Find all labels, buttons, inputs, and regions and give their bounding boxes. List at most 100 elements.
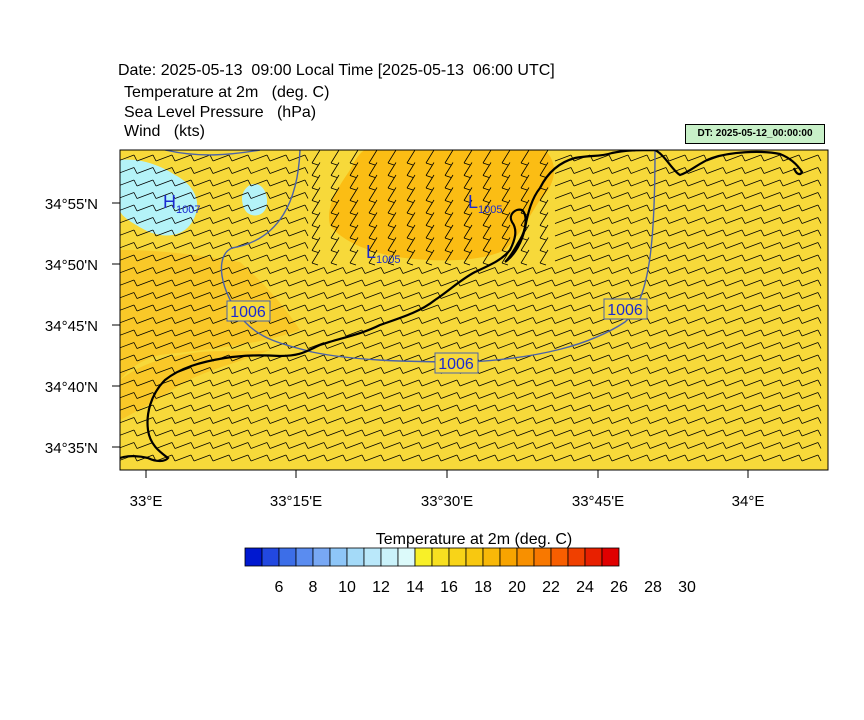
wind-barb	[402, 454, 423, 462]
wind-barb	[326, 429, 347, 437]
wind-barb	[592, 354, 613, 362]
wind-barb	[501, 212, 511, 228]
wind-barb	[155, 229, 176, 237]
wind-barb	[801, 404, 822, 412]
wind-barb	[573, 179, 594, 187]
wind-barb	[307, 329, 328, 337]
colorbar-tick-label: 30	[678, 579, 696, 596]
wind-barb	[193, 429, 214, 437]
wind-barb	[193, 442, 214, 449]
wind-barb	[345, 342, 366, 349]
wind-barb	[330, 150, 340, 166]
wind-barb	[649, 404, 670, 412]
wind-barb	[592, 229, 613, 237]
wind-barb	[425, 174, 435, 191]
wind-barb	[501, 199, 511, 216]
wind-barb	[763, 404, 784, 412]
wind-barb	[231, 179, 252, 187]
wind-barb	[592, 392, 613, 399]
wind-barb	[364, 267, 385, 274]
wind-barb	[782, 292, 803, 299]
wind-barb	[364, 329, 385, 337]
wind-barb	[801, 229, 822, 237]
wind-barb	[535, 417, 556, 424]
wind-barb	[349, 212, 359, 228]
wind-barb	[288, 217, 309, 224]
wind-barb	[520, 249, 530, 266]
wind-barb	[725, 279, 746, 287]
wind-barb	[687, 217, 708, 224]
wind-barb	[440, 392, 461, 399]
wind-barb	[706, 392, 727, 399]
lat-tick-label: 34°50'N	[45, 257, 98, 274]
wind-barb	[212, 192, 233, 199]
wind-barb	[687, 179, 708, 187]
coastline-main	[120, 150, 804, 463]
wind-barb	[193, 154, 214, 162]
wind-barb	[535, 354, 556, 362]
wind-barb	[554, 204, 575, 212]
wind-barb	[174, 429, 195, 437]
wind-barb	[497, 317, 518, 324]
wind-barb	[402, 342, 423, 349]
wind-barb	[231, 329, 252, 337]
wind-barb	[763, 442, 784, 449]
wind-barb	[744, 404, 765, 412]
wind-barb	[744, 304, 765, 312]
wind-barb	[269, 267, 290, 274]
wind-barb	[459, 279, 480, 287]
wind-barb	[611, 204, 632, 212]
wind-barb	[706, 342, 727, 349]
wind-barb	[120, 179, 138, 187]
wind-barb	[345, 417, 366, 424]
wind-barb	[725, 442, 746, 449]
wind-barb	[501, 187, 511, 203]
wind-barb	[155, 154, 176, 162]
wind-barb	[649, 192, 670, 199]
wind-barb	[383, 304, 404, 312]
wind-barb	[421, 442, 442, 449]
wind-barb	[212, 254, 233, 262]
wind-barb	[611, 367, 632, 374]
wind-barb	[725, 392, 746, 399]
wind-barb	[444, 174, 454, 191]
wind-barb	[687, 454, 708, 462]
wind-barb	[763, 454, 784, 462]
wind-barb	[406, 150, 416, 166]
wind-barb	[364, 304, 385, 312]
wind-barb	[554, 217, 575, 224]
colorbar-swatch	[448, 547, 467, 567]
wind-barb	[782, 192, 803, 199]
wind-barb	[782, 429, 803, 437]
colorbar-swatch	[278, 547, 297, 567]
wind-barb	[478, 317, 499, 324]
wind-barb	[444, 162, 454, 178]
wind-barb	[387, 224, 397, 241]
colorbar-tick-label: 14	[406, 579, 424, 596]
wind-barb	[326, 342, 347, 349]
wind-barb	[349, 224, 359, 241]
colorbar-swatch	[244, 547, 263, 567]
wind-barb	[288, 379, 309, 387]
wind-barb	[406, 187, 416, 203]
wind-barb	[554, 429, 575, 437]
wind-barb	[782, 317, 803, 324]
wind-barb	[212, 454, 233, 462]
wind-barb	[402, 429, 423, 437]
wind-barb	[421, 342, 442, 349]
wind-barb	[345, 317, 366, 324]
wind-barb	[782, 392, 803, 399]
wind-barb	[383, 267, 404, 274]
wind-barb	[782, 267, 803, 274]
wind-barb	[387, 237, 397, 253]
wind-barb	[706, 292, 727, 299]
wind-barb	[706, 179, 727, 187]
wind-barb	[539, 199, 549, 216]
wind-barb	[174, 379, 195, 387]
wind-barb	[687, 429, 708, 437]
wind-barb	[592, 292, 613, 299]
colorbar-labels: 6 8 10 12 14 16 18 20 22 24 26 28 30	[275, 579, 696, 596]
wind-barb	[136, 367, 157, 374]
wind-barb	[288, 304, 309, 312]
wind-barb	[231, 442, 252, 449]
